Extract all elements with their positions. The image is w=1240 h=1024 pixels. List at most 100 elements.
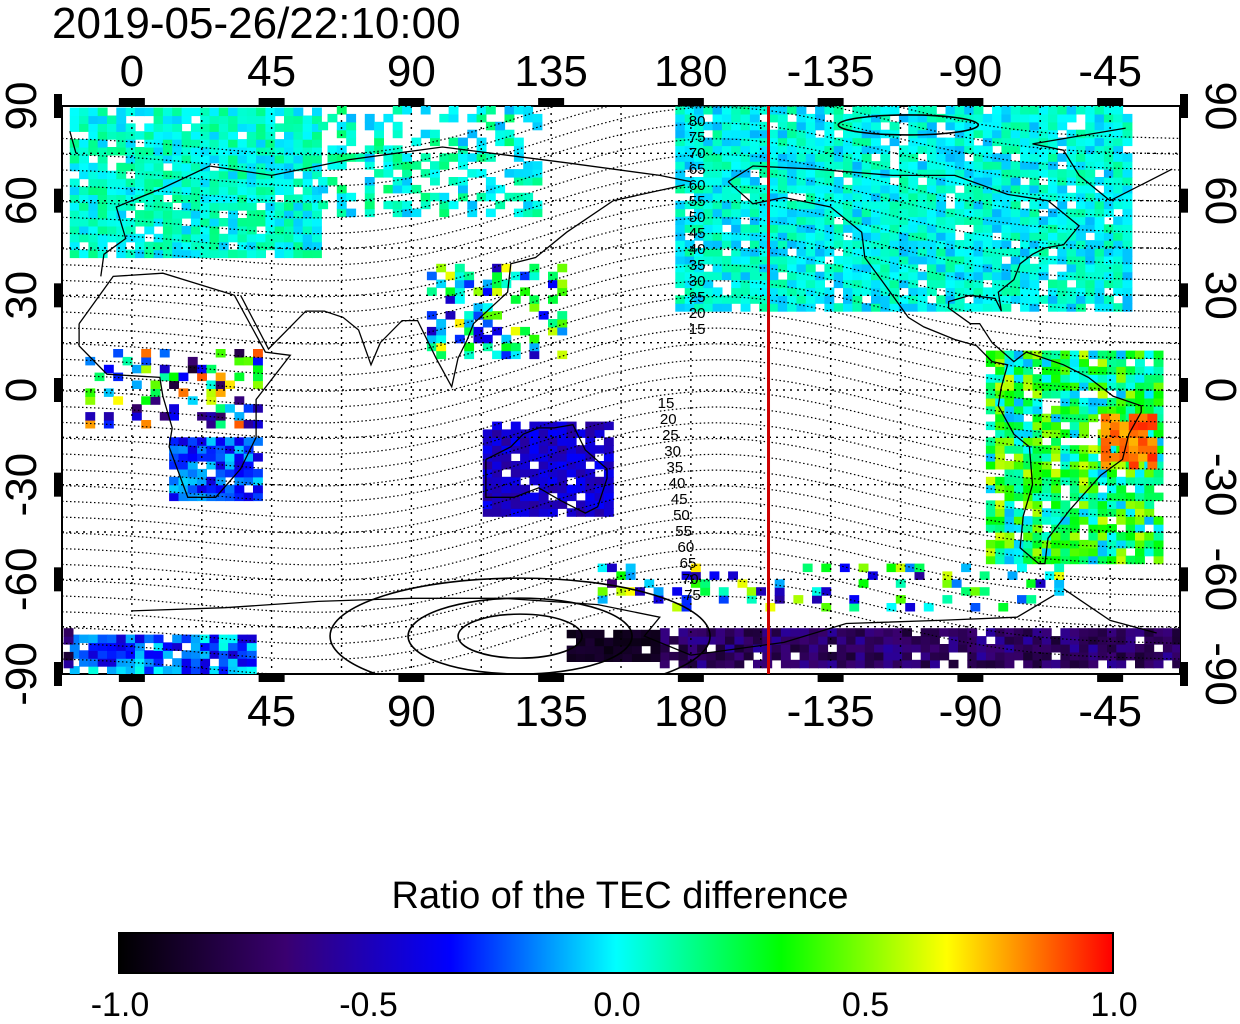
tec-cell (1076, 145, 1086, 154)
tec-cell (824, 224, 835, 233)
tec-cell (703, 161, 714, 170)
tec-cell (843, 137, 853, 147)
tec-cell (225, 437, 235, 446)
tec-cell (135, 642, 145, 651)
tec-cell (721, 295, 732, 304)
tec-cell (1094, 271, 1105, 281)
tec-cell (501, 263, 512, 273)
tec-cell (312, 241, 322, 251)
tec-cell (135, 154, 145, 164)
tec-cell (125, 202, 136, 211)
tec-cell (69, 218, 80, 227)
tec-cell (144, 225, 155, 235)
tec-cell (796, 248, 807, 257)
tec-cell (731, 137, 742, 147)
tec-cell (743, 651, 754, 661)
tec-cell (945, 263, 956, 273)
tec-cell (709, 571, 720, 580)
tec-cell (1069, 524, 1080, 533)
tec-cell (566, 437, 577, 446)
tec-cell (364, 200, 375, 210)
tec-cell (228, 218, 238, 227)
magnetic-latitude-contour (62, 106, 1180, 156)
tec-cell (1122, 216, 1133, 225)
tec-cell (529, 271, 540, 281)
tec-cell (721, 303, 732, 312)
tec-cell (85, 388, 96, 397)
tec-cell (995, 413, 1006, 423)
tec-cell (69, 154, 80, 164)
tec-cell (1138, 413, 1148, 423)
tec-cell (954, 295, 965, 304)
tec-cell (141, 356, 152, 366)
tec-cell (874, 644, 884, 653)
tec-cell (684, 295, 695, 304)
tec-cell (985, 508, 996, 517)
tec-cell (1125, 500, 1136, 509)
tec-cell (690, 571, 701, 580)
tec-cell (265, 139, 276, 148)
tec-cell (973, 216, 984, 225)
tec-cell (995, 644, 1006, 653)
tec-cell (162, 233, 173, 243)
tec-cell (1004, 405, 1015, 415)
tec-cell (1041, 382, 1052, 391)
tec-cell (200, 170, 211, 180)
tec-cell (492, 508, 502, 517)
tec-cell (1153, 397, 1164, 407)
tec-cell (116, 170, 127, 180)
tec-cell (237, 650, 248, 659)
tec-cell (436, 350, 447, 360)
tec-cell (846, 628, 857, 637)
tec-cell (1110, 437, 1120, 446)
tec-cell (1032, 397, 1043, 407)
tec-cell (135, 186, 145, 195)
tec-cell (1079, 644, 1089, 653)
tec-cell (926, 121, 937, 131)
tec-cell (787, 121, 797, 131)
magnetic-latitude-label: 30 (664, 443, 681, 460)
tec-cell (69, 233, 80, 243)
tec-cell (426, 271, 437, 281)
tec-cell (302, 186, 313, 195)
tec-cell (1079, 484, 1089, 494)
tec-cell (843, 145, 853, 154)
tec-cell (1153, 532, 1164, 541)
tec-cell (936, 192, 947, 202)
tec-cell (200, 186, 211, 195)
tec-cell (824, 145, 835, 154)
tec-cell (1088, 555, 1099, 565)
tec-cell (162, 170, 173, 180)
tec-cell (402, 153, 412, 162)
tec-cell (1066, 240, 1077, 249)
tec-cell (538, 445, 549, 454)
tec-cell (920, 628, 931, 637)
tec-cell (936, 232, 947, 241)
tec-cell (1103, 145, 1114, 154)
tec-cell (476, 153, 487, 162)
tec-cell (1020, 106, 1030, 115)
tec-cell (492, 279, 502, 289)
tec-cell (641, 637, 652, 647)
tec-cell (926, 279, 937, 289)
tec-cell (1023, 468, 1034, 478)
tec-cell (768, 200, 779, 210)
tec-cell (1004, 492, 1015, 502)
tec-cell (936, 153, 947, 162)
left-latitude-tick-label: -60 (0, 548, 46, 612)
tec-cell (917, 137, 928, 147)
tec-cell (777, 216, 788, 225)
tec-cell (982, 161, 993, 170)
tec-cell (768, 279, 779, 289)
tec-cell (510, 445, 521, 454)
tec-cell (1069, 651, 1080, 661)
bottom-axis-tick (398, 674, 425, 682)
tec-cell (1088, 461, 1099, 470)
tec-cell (1013, 492, 1024, 502)
tec-cell (1051, 547, 1061, 557)
tec-cell (246, 634, 257, 644)
tec-cell (603, 508, 614, 517)
tec-cell (1001, 200, 1012, 210)
tec-cell (1013, 358, 1024, 367)
tec-cell (889, 263, 900, 273)
